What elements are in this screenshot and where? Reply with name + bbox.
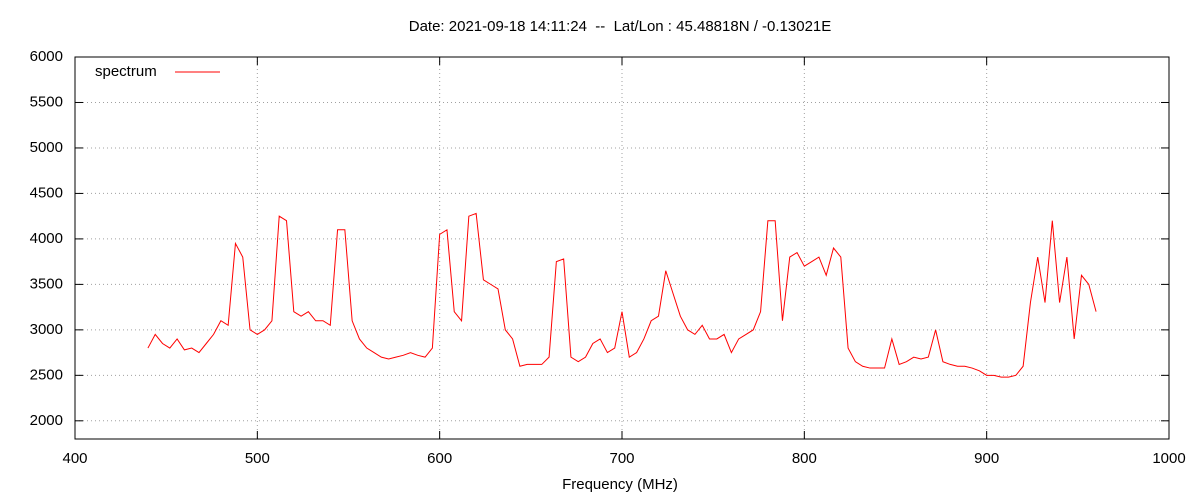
y-tick-label: 2500 [30,366,63,383]
y-tick-label: 4000 [30,230,63,247]
x-tick-label: 1000 [1152,450,1185,467]
y-tick-label: 3000 [30,321,63,338]
x-tick-label: 700 [609,450,634,467]
x-tick-label: 500 [245,450,270,467]
y-tick-label: 5000 [30,139,63,156]
legend-label: spectrum [95,63,157,80]
series-line [147,212,1097,378]
y-tick-label: 2000 [30,412,63,429]
x-tick-label: 600 [427,450,452,467]
y-tick-label: 3500 [30,275,63,292]
plot-frame [74,56,1170,440]
y-tick-label: 6000 [30,48,63,65]
x-axis-label: Frequency (MHz) [562,476,678,493]
x-tick-label: 900 [974,450,999,467]
x-tick-label: 800 [792,450,817,467]
x-tick-label: 400 [62,450,87,467]
chart-title: Date: 2021-09-18 14:11:24 -- Lat/Lon : 4… [409,18,832,35]
y-tick-label: 5500 [30,93,63,110]
y-tick-label: 4500 [30,184,63,201]
